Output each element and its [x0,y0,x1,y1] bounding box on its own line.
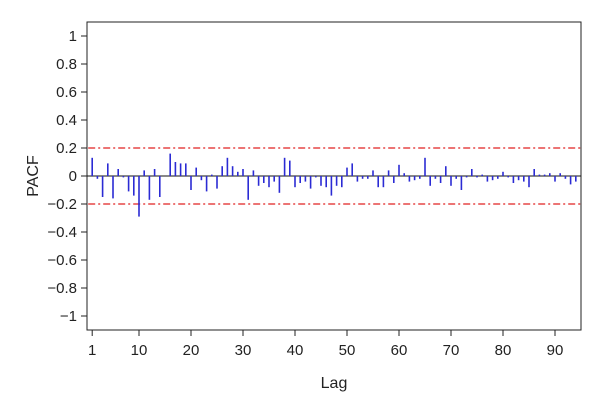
y-axis-title: PACF [25,155,42,197]
x-tick-label: 30 [235,342,252,359]
y-tick-label: 0.6 [56,84,77,101]
y-tick-label: 0.4 [56,112,77,129]
x-tick-label: 90 [547,342,564,359]
x-tick-label: 10 [131,342,148,359]
x-tick-label: 80 [495,342,512,359]
y-tick-label: −0.6 [47,252,77,269]
y-tick-label: 0 [69,168,77,185]
y-tick-label: −0.4 [47,224,77,241]
x-tick-label: 1 [88,342,96,359]
y-tick-label: 1 [69,28,77,45]
x-tick-label: 50 [339,342,356,359]
x-axis-title: Lag [321,375,348,392]
confidence-band [88,147,581,205]
y-tick-label: −0.2 [47,196,77,213]
pacf-bars [91,153,577,217]
y-tick-label: −1 [60,308,77,325]
y-tick-label: −0.8 [47,280,77,297]
plot-frame [86,21,582,331]
y-axis-ticks: 1 0.8 0.6 0.4 0.2 0 −0.2 −0.4 −0.6 −0.8 −1 [47,28,87,325]
y-tick-label: 0.2 [56,140,77,157]
x-tick-label: 20 [183,342,200,359]
y-tick-label: 0.8 [56,56,77,73]
x-tick-label: 60 [391,342,408,359]
x-axis-ticks: 1 10 20 30 40 50 60 70 80 90 [88,330,563,359]
x-tick-label: 40 [287,342,304,359]
x-tick-label: 70 [443,342,460,359]
